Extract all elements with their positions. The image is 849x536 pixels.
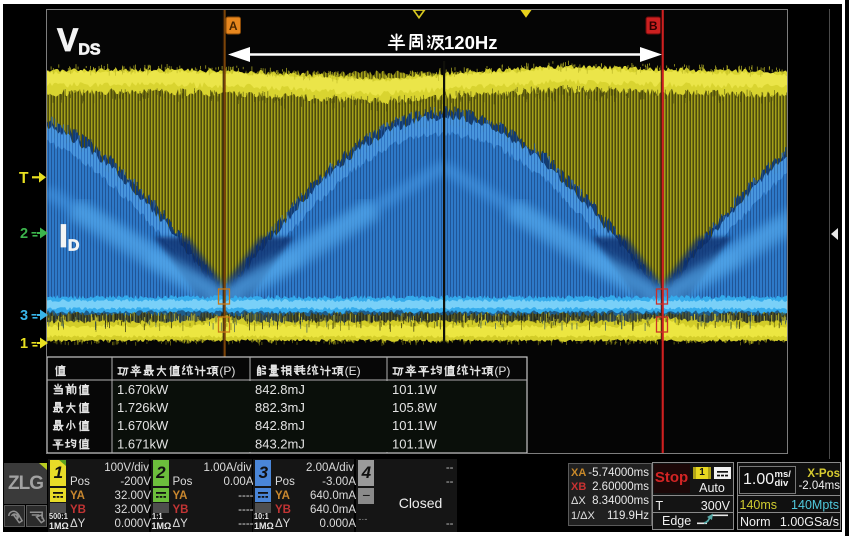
svg-text:3: 3 bbox=[20, 308, 28, 323]
svg-text:1.671kW: 1.671kW bbox=[117, 436, 169, 451]
svg-text:T: T bbox=[19, 170, 29, 186]
svg-text:101.1W: 101.1W bbox=[392, 418, 438, 433]
svg-text:882.3mJ: 882.3mJ bbox=[255, 400, 305, 415]
svg-text:101.1W: 101.1W bbox=[392, 436, 438, 451]
svg-text:843.2mJ: 843.2mJ bbox=[255, 436, 305, 451]
svg-text:B: B bbox=[649, 19, 658, 33]
svg-text:101.1W: 101.1W bbox=[392, 382, 438, 397]
svg-text:(E): (E) bbox=[345, 364, 361, 378]
svg-text:842.8mJ: 842.8mJ bbox=[255, 418, 305, 433]
svg-text:1: 1 bbox=[20, 336, 28, 351]
svg-text:(P): (P) bbox=[219, 364, 235, 378]
svg-text:105.8W: 105.8W bbox=[392, 400, 438, 415]
svg-text:2: 2 bbox=[20, 226, 28, 241]
svg-text:1.726kW: 1.726kW bbox=[117, 400, 169, 415]
svg-text:842.8mJ: 842.8mJ bbox=[255, 382, 305, 397]
svg-text:120Hz: 120Hz bbox=[444, 32, 497, 53]
svg-text:(P): (P) bbox=[494, 364, 510, 378]
svg-text:1.670kW: 1.670kW bbox=[117, 418, 169, 433]
svg-text:1.670kW: 1.670kW bbox=[117, 382, 169, 397]
svg-text:A: A bbox=[229, 19, 238, 33]
